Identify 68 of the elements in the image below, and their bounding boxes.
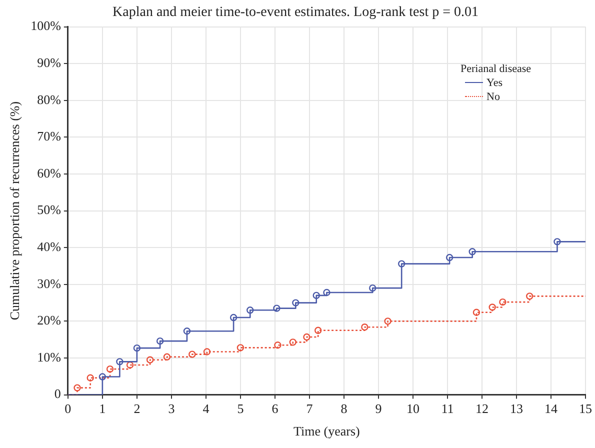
y-tick-label: 70% — [37, 128, 62, 144]
point — [116, 358, 124, 366]
x-tick-label: 12 — [475, 401, 488, 416]
x-tick-label: 5 — [237, 401, 244, 416]
point — [472, 308, 480, 316]
point — [314, 326, 322, 334]
point — [398, 260, 406, 268]
y-tick-label: 50% — [37, 202, 62, 218]
point — [246, 306, 254, 314]
point — [126, 361, 134, 369]
x-tick-label: 8 — [340, 401, 348, 416]
point — [446, 254, 454, 262]
x-tick-label: 4 — [202, 401, 210, 416]
point — [273, 304, 280, 312]
point — [526, 292, 534, 300]
x-tick-label: 11 — [441, 401, 454, 416]
x-tick-label: 9 — [375, 401, 382, 416]
point — [98, 373, 106, 380]
y-tick-label: 0 — [54, 386, 61, 402]
point — [163, 353, 171, 360]
chart-title: Kaplan and meier time-to-event estimates. Log-rank test p = 0.01 — [112, 5, 478, 20]
point — [384, 318, 392, 325]
legend-label: Yes — [486, 76, 503, 90]
x-tick-label: 2 — [134, 401, 140, 416]
x-tick-label: 6 — [272, 401, 279, 416]
y-tick-label: 90% — [37, 55, 62, 70]
point — [203, 348, 211, 356]
point — [554, 238, 561, 246]
x-tick-label: 0 — [64, 401, 72, 416]
point — [236, 344, 244, 352]
point — [369, 284, 376, 292]
point — [488, 304, 496, 311]
y-axis-title: Cumulative proportion of recurrences (%) — [7, 101, 22, 320]
point — [156, 337, 164, 345]
x-tick-label: 14 — [544, 401, 558, 416]
y-tick-label: 60% — [37, 165, 62, 180]
y-tick-label: 10% — [37, 349, 62, 364]
y-tick-label: 20% — [37, 312, 62, 328]
x-tick-label: 13 — [510, 401, 523, 416]
x-axis-title: Time (years) — [294, 424, 360, 439]
y-tick-label: 40% — [37, 239, 62, 254]
point — [323, 288, 330, 296]
point — [499, 298, 506, 306]
point — [274, 342, 282, 349]
point — [303, 333, 310, 341]
x-tick-label: 1 — [99, 401, 106, 416]
x-tick-label: 15 — [579, 401, 592, 416]
y-tick-label: 30% — [37, 276, 62, 291]
point — [230, 314, 238, 322]
point — [74, 384, 81, 392]
point — [361, 323, 368, 331]
legend-title: Perianal disease — [460, 62, 532, 76]
y-tick-label: 80% — [37, 92, 62, 107]
y-tick-label: 100% — [30, 18, 62, 34]
point — [146, 356, 154, 364]
point — [292, 299, 300, 306]
point — [183, 328, 191, 335]
x-tick-label: 3 — [168, 401, 175, 416]
point — [312, 292, 320, 300]
point — [188, 350, 196, 358]
point — [86, 374, 94, 382]
point — [106, 365, 114, 373]
legend-label: No — [486, 90, 500, 104]
x-tick-label: 10 — [406, 401, 420, 416]
x-tick-label: 7 — [306, 401, 314, 416]
point — [468, 248, 476, 256]
point — [133, 344, 141, 352]
point — [289, 338, 296, 346]
